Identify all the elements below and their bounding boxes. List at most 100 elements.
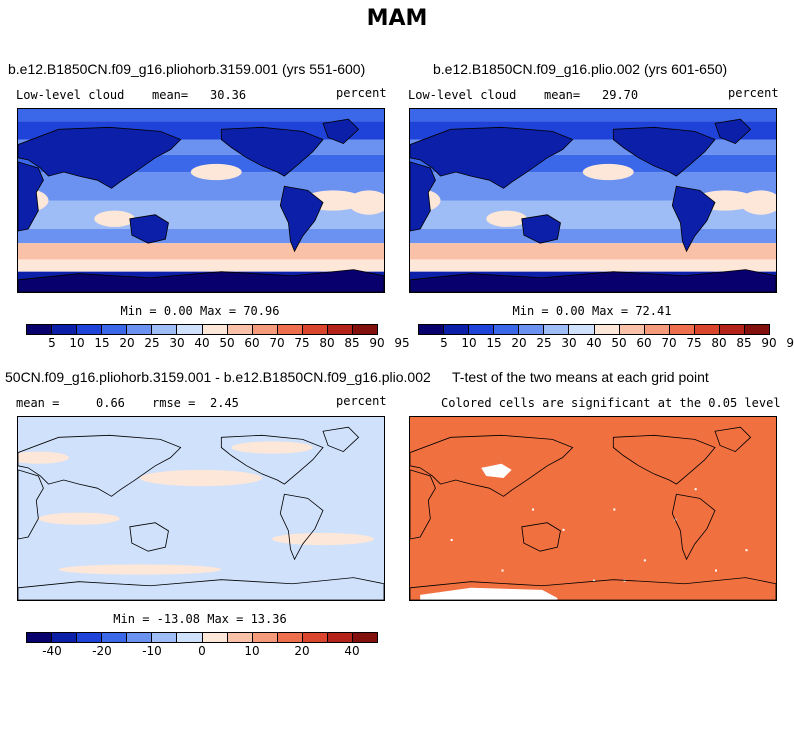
cloud-band [410, 228, 776, 244]
stratocumulus-deck [740, 190, 776, 215]
coastline [410, 469, 436, 540]
coastline [521, 214, 561, 244]
insignificant-cell [613, 508, 616, 511]
insignificant-region [481, 463, 512, 478]
stratocumulus-deck [94, 210, 135, 227]
colorbar-tick-label: 0 [198, 644, 206, 658]
coastline [410, 126, 574, 189]
coastline [714, 426, 752, 453]
land-fill [410, 161, 436, 231]
panel-2-mean-label: mean= [544, 88, 581, 102]
panel-1-colorbar [26, 324, 378, 335]
coastline [410, 269, 776, 292]
colorbar-swatch [127, 633, 153, 642]
panel-3-mean-label: mean = [16, 396, 60, 410]
colorbar-tick-label: 15 [94, 336, 110, 350]
insignificant-cell [501, 569, 504, 572]
coastline [18, 269, 384, 292]
panel-2-map [409, 108, 777, 293]
stratocumulus-deck [486, 210, 527, 227]
colorbar-swatch [202, 633, 228, 642]
colorbar-swatch [694, 325, 720, 334]
colorbar-tick-label: 40 [194, 336, 210, 350]
insignificant-cell [745, 549, 748, 552]
colorbar-tick-label: 85 [344, 336, 360, 350]
colorbar-swatch [302, 325, 328, 334]
panel-3-title: 50CN.f09_g16.pliohorb.3159.001 - b.e12.B… [5, 369, 431, 385]
map-svg [18, 109, 384, 292]
colorbar-tick-label: 70 [269, 336, 285, 350]
colorbar-tick-label: -10 [142, 644, 162, 658]
colorbar-swatch [327, 633, 354, 642]
panel-3-mean-value: 0.66 [96, 396, 125, 410]
colorbar-swatch [644, 325, 670, 334]
coastline [322, 118, 360, 145]
panel-3-rmse-value: 2.45 [210, 396, 239, 410]
colorbar-tick-label: 75 [294, 336, 310, 350]
panel-2-title: b.e12.B1850CN.f09_g16.plio.002 (yrs 601-… [433, 61, 728, 77]
colorbar-swatch [27, 325, 53, 334]
colorbar-swatch [227, 325, 253, 334]
diff-positive-patch [58, 564, 222, 575]
stratocumulus-deck [190, 163, 242, 181]
coastline [220, 434, 324, 485]
land-fill [18, 161, 44, 231]
land-fill [18, 269, 384, 292]
coastline [322, 426, 360, 453]
colorbar-tick-label: 20 [294, 644, 310, 658]
colorbar-tick-label: 10 [69, 336, 85, 350]
coastline [220, 126, 324, 177]
coastline [18, 161, 44, 232]
coastline [410, 161, 436, 232]
colorbar-tick-label: 70 [661, 336, 677, 350]
cloud-band [18, 228, 384, 244]
colorbar-tick-label: 5 [48, 336, 56, 350]
colorbar-swatch [152, 633, 178, 642]
colorbar-tick-label: 95 [786, 336, 794, 350]
land-fill [280, 186, 323, 252]
colorbar-tick-label: 10 [461, 336, 477, 350]
colorbar-tick-label: 40 [344, 644, 360, 658]
panel-2-units: percent [728, 86, 779, 100]
colorbar-tick-label: -40 [42, 644, 62, 658]
panel-2-colorbar [418, 324, 770, 335]
stratocumulus-deck [348, 190, 384, 215]
coastline [129, 522, 169, 552]
coastline [410, 434, 574, 497]
panel-4-subtitle: Colored cells are significant at the 0.0… [441, 396, 781, 410]
insignificant-cell [643, 559, 646, 562]
colorbar-tick-label: 30 [169, 336, 185, 350]
colorbar-swatch [102, 633, 128, 642]
coastline [410, 577, 776, 600]
insignificant-cell [715, 569, 718, 572]
colorbar-swatch [569, 325, 595, 334]
coastline [714, 118, 752, 145]
coastline [129, 214, 169, 244]
cloud-band [410, 259, 776, 272]
colorbar-swatch [252, 633, 278, 642]
panel-1-units: percent [336, 86, 387, 100]
colorbar-swatch [469, 325, 495, 334]
figure-title: MAM [366, 6, 428, 31]
cloud-band [410, 243, 776, 260]
colorbar-swatch [419, 325, 445, 334]
colorbar-tick-label: 80 [711, 336, 727, 350]
colorbar-tick-label: 50 [219, 336, 235, 350]
colorbar-swatch [544, 325, 570, 334]
colorbar-swatch [519, 325, 545, 334]
diff-positive-patch [272, 532, 374, 546]
colorbar-swatch [127, 325, 153, 334]
coastline [18, 577, 384, 600]
colorbar-tick-label: 90 [369, 336, 385, 350]
diff-positive-patch [38, 512, 120, 525]
colorbar-swatch [252, 325, 278, 334]
panel-3-minmax: Min = -13.08 Max = 13.36 [113, 612, 287, 626]
colorbar-tick-label: 50 [611, 336, 627, 350]
land-fill [521, 214, 561, 244]
panel-3-colorbar [26, 632, 378, 643]
cloud-band [18, 109, 384, 122]
land-fill [410, 269, 776, 292]
land-fill [129, 214, 169, 244]
coastline [279, 185, 324, 253]
colorbar-swatch [77, 325, 103, 334]
